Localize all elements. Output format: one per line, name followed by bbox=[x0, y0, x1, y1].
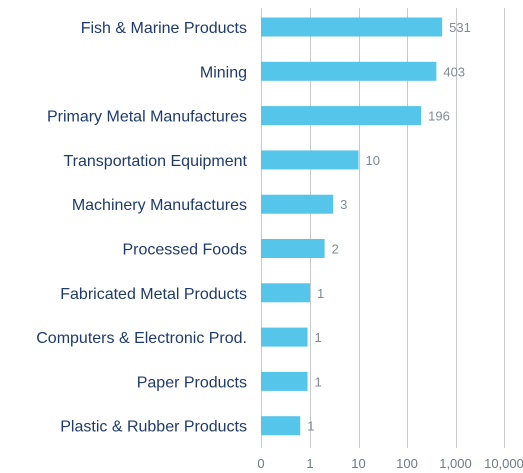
category-label: Paper Products bbox=[137, 374, 247, 391]
bar bbox=[261, 327, 308, 347]
bar bbox=[261, 416, 301, 436]
category-label: Processed Foods bbox=[122, 242, 247, 259]
bar bbox=[261, 283, 310, 303]
bar bbox=[261, 106, 422, 126]
category-label: Fabricated Metal Products bbox=[60, 286, 247, 303]
data-label: 403 bbox=[443, 64, 465, 79]
bar bbox=[261, 17, 443, 37]
x-tick-label: 100 bbox=[396, 456, 418, 471]
x-tick-label: 1 bbox=[306, 456, 313, 471]
data-label: 531 bbox=[449, 20, 471, 35]
value-labels: 531 403 196 10 3 2 1 1 1 1 bbox=[307, 20, 471, 434]
bar bbox=[261, 371, 308, 391]
x-tick-label: 0 bbox=[257, 456, 264, 471]
data-label: 196 bbox=[428, 109, 450, 124]
bar bbox=[261, 150, 359, 170]
bar bbox=[261, 61, 437, 81]
category-labels: Fish & Marine Products Mining Primary Meta… bbox=[36, 20, 247, 436]
category-label: Machinery Manufactures bbox=[72, 197, 247, 214]
data-label: 1 bbox=[315, 330, 322, 345]
category-label: Fish & Marine Products bbox=[81, 20, 247, 37]
bar bbox=[261, 194, 334, 214]
category-label: Mining bbox=[200, 64, 247, 81]
x-axis-tick-labels: 0 1 10 100 1,000 10,000 bbox=[257, 456, 523, 471]
data-label: 1 bbox=[317, 286, 324, 301]
data-label: 1 bbox=[315, 374, 322, 389]
data-label: 3 bbox=[340, 197, 347, 212]
data-label: 10 bbox=[366, 153, 380, 168]
category-label: Primary Metal Manufactures bbox=[47, 109, 247, 126]
x-tick-label: 10 bbox=[351, 456, 365, 471]
data-label: 2 bbox=[332, 242, 339, 257]
category-label: Plastic & Rubber Products bbox=[60, 419, 247, 436]
category-label: Transportation Equipment bbox=[63, 153, 247, 170]
x-tick-label: 10,000 bbox=[484, 456, 523, 471]
x-tick-label: 1,000 bbox=[439, 456, 472, 471]
bars bbox=[261, 17, 443, 436]
data-label: 1 bbox=[307, 419, 314, 434]
category-label: Computers & Electronic Prod. bbox=[36, 330, 247, 347]
bar bbox=[261, 239, 325, 258]
